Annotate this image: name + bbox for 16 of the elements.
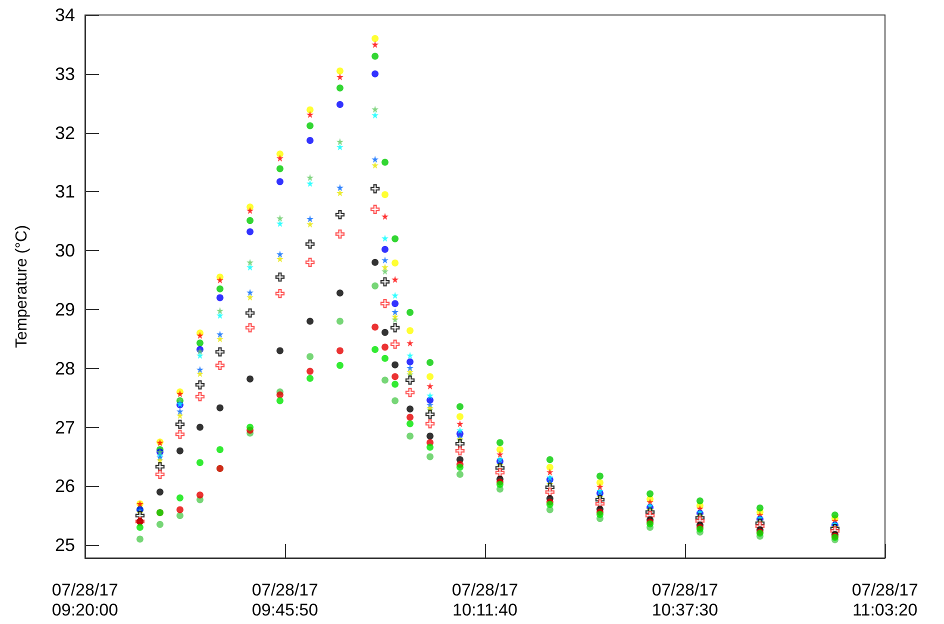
x-tick-label: 07/28/17 09:20:00 xyxy=(52,580,118,620)
x-tick-label: 07/28/17 10:37:30 xyxy=(652,580,718,620)
y-tick-label: 27 xyxy=(54,417,75,438)
x-tick-label: 07/28/17 09:45:50 xyxy=(252,580,318,620)
y-tick-label: 34 xyxy=(54,5,75,25)
y-tick-label: 32 xyxy=(54,122,75,143)
y-tick-label: 25 xyxy=(54,535,75,556)
y-tick-label: 33 xyxy=(54,64,75,84)
y-tick-label: 31 xyxy=(54,182,75,202)
x-tick-label: 07/28/17 11:03:20 xyxy=(852,580,918,620)
x-tick-label: 07/28/17 10:11:40 xyxy=(452,580,518,620)
y-axis-title: Temperature (°C) xyxy=(14,225,30,348)
y-tick-label: 29 xyxy=(54,299,75,320)
y-tick-label: 30 xyxy=(54,240,75,261)
y-tick-label: 28 xyxy=(54,358,75,378)
y-tick-label: 26 xyxy=(54,476,75,496)
